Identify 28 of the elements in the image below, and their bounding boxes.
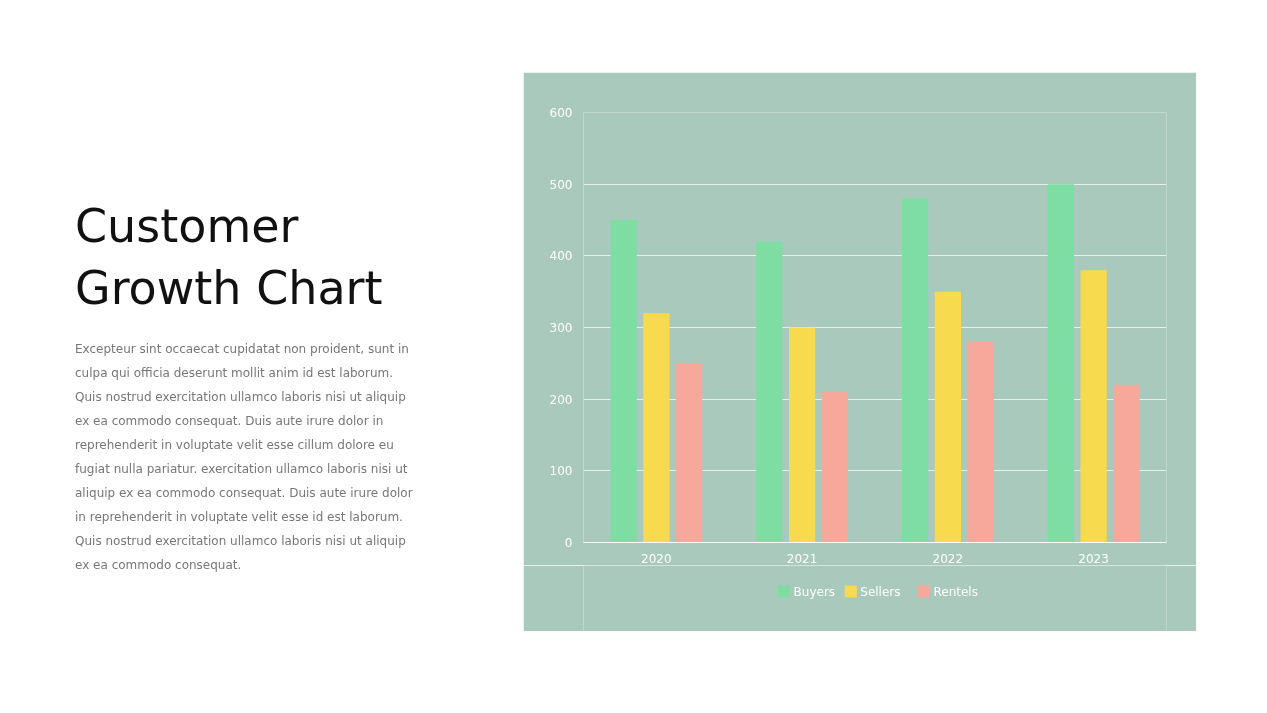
bar	[610, 220, 637, 543]
bar	[789, 327, 816, 543]
bar	[1047, 184, 1074, 543]
x-tick-label: 2020	[641, 551, 672, 566]
y-tick-label: 100	[549, 464, 573, 479]
x-tick-label: 2023	[1078, 551, 1109, 566]
x-tick-label: 2022	[932, 551, 964, 566]
bar	[901, 198, 929, 543]
bar	[967, 341, 994, 543]
legend-label: Sellers	[860, 584, 901, 599]
legend-label: Buyers	[793, 584, 836, 599]
y-tick-label: 600	[549, 106, 573, 120]
legend-label: Rentels	[933, 584, 978, 599]
bar	[676, 363, 703, 543]
bar	[756, 241, 783, 543]
bar	[821, 392, 849, 543]
y-tick-label: 400	[549, 249, 573, 264]
bar	[1113, 384, 1140, 543]
bar	[1080, 270, 1107, 543]
y-tick-label: 500	[549, 177, 573, 192]
y-tick-label: 200	[549, 392, 573, 407]
text: Customer Growth Chart	[75, 198, 384, 317]
bar	[934, 291, 961, 543]
y-tick-label: 0	[564, 536, 573, 550]
x-tick-label: 2021	[786, 551, 818, 566]
bar	[643, 313, 670, 543]
y-tick-label: 300	[549, 321, 573, 335]
text: Excepteur sint occaecat cupidatat non proident, sunt in culpa qui officia deserunt mollit anim id est laborum. Quis nostrud exercitation ullamco laboris nisi ut aliquip ex ea commodo consequat. Duis aute irure dolor in reprehenderit in voluptate velit esse cillum dolore eu fugiat nulla pariatur. exercitation ullamco laboris nisi ut aliquip ex ea commodo consequat. Duis aute irure dolor in reprehenderit in voluptate velit esse id est laborum. Quis nostrud exercitation ullamco laboris nisi ut aliquip ex ea commodo consequat.	[75, 342, 413, 572]
